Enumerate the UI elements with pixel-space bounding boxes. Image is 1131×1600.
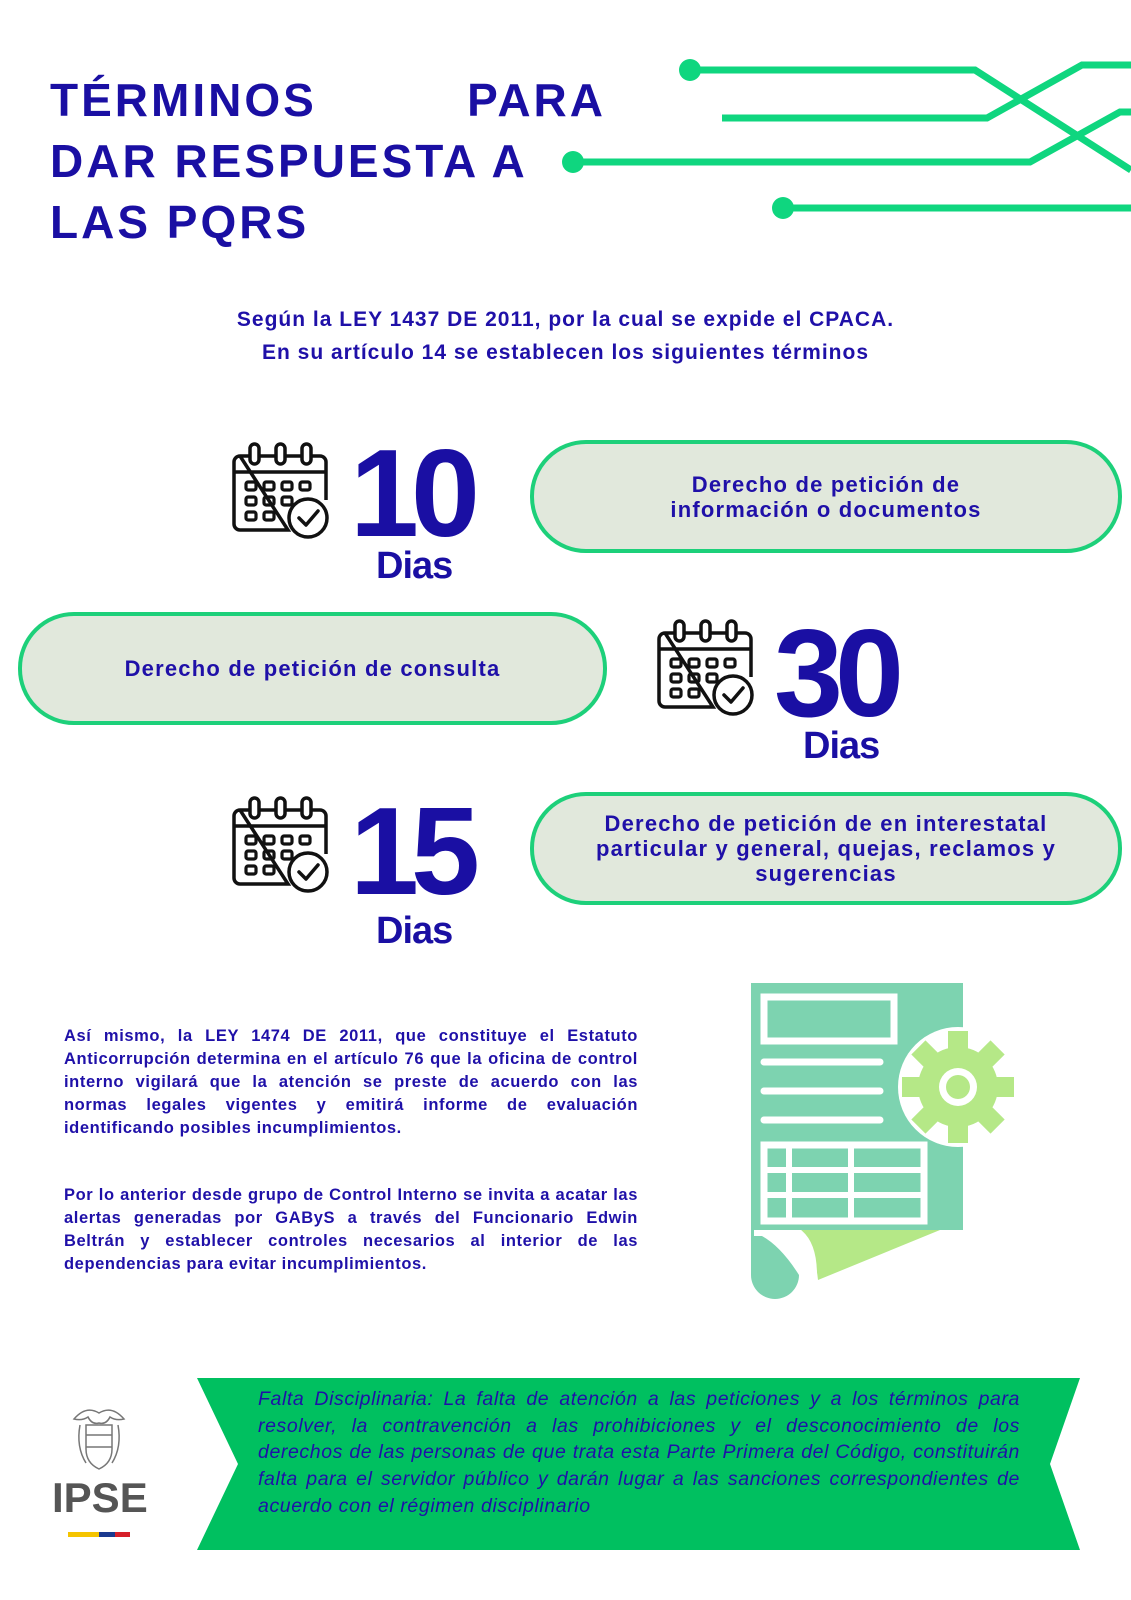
- term-description: Derecho de petición de información o doc…: [530, 440, 1122, 553]
- body-paragraph: Así mismo, la LEY 1474 DE 2011, que cons…: [64, 1027, 638, 1137]
- document-gear-illustration: [751, 983, 1018, 1299]
- intro-text: Según la LEY 1437 DE 2011, por la cual s…: [0, 303, 1131, 369]
- term-description-text: Derecho de petición de información o doc…: [670, 471, 982, 522]
- colombia-flag-bar: [68, 1532, 130, 1537]
- term-days-number: 10: [350, 425, 480, 563]
- term-description: Derecho de petición de consulta: [18, 612, 607, 725]
- title-line: LAS PQRS: [50, 196, 310, 248]
- intro-line: En su artículo 14 se establecen los sigu…: [261, 341, 870, 364]
- title-word: TÉRMINOS: [50, 74, 317, 126]
- term-description-text: Derecho de petición de en interestatal p…: [595, 811, 1057, 886]
- term-days-unit: Dias: [376, 910, 453, 952]
- circuit-lines-decoration: [562, 59, 1131, 219]
- term-description-text: Derecho de petición de consulta: [124, 656, 501, 681]
- page-title: TÉRMINOS PARA DAR RESPUESTA A LAS PQRS: [50, 70, 606, 253]
- term-days-unit: Dias: [376, 545, 453, 587]
- term-days-number: 15: [350, 783, 480, 921]
- term-days-unit: Dias: [803, 725, 880, 767]
- term-description: Derecho de petición de en interestatal p…: [530, 792, 1122, 905]
- term-days-number: 30: [774, 605, 904, 743]
- body-paragraph: Por lo anterior desde grupo de Control I…: [64, 1186, 638, 1273]
- title-word: PARA: [467, 74, 606, 126]
- title-line: DAR RESPUESTA A: [50, 135, 528, 187]
- ipse-logo-text: IPSE: [52, 1474, 148, 1521]
- disciplinary-banner-text: Falta Disciplinaria: La falta de atenció…: [258, 1388, 1020, 1517]
- colombia-coat-of-arms-logo: [72, 1409, 126, 1470]
- intro-line: Según la LEY 1437 DE 2011, por la cual s…: [236, 308, 895, 331]
